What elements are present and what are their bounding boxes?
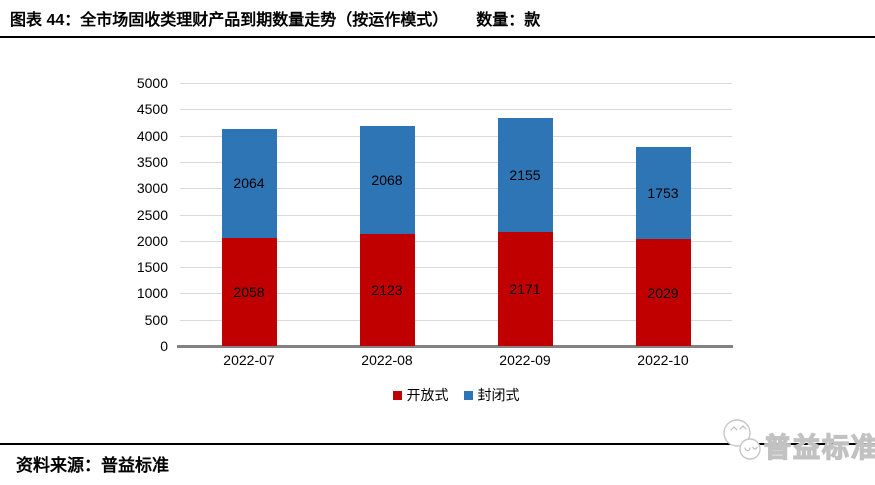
header-divider	[0, 36, 875, 38]
gridline	[180, 267, 732, 269]
legend-item-封闭式: 封闭式	[463, 385, 520, 405]
footer-divider	[0, 443, 875, 445]
x-axis-tick-label: 2022-07	[223, 352, 275, 368]
bar-segment-开放式: 2123	[359, 234, 415, 346]
x-axis-line	[177, 345, 733, 348]
gridline	[180, 240, 732, 242]
bar-segment-开放式: 2171	[497, 231, 553, 346]
legend-label: 封闭式	[477, 387, 520, 403]
gridline	[180, 83, 732, 84]
y-axis-tick-label: 5000	[136, 75, 168, 91]
y-axis-tick-label: 4500	[136, 101, 168, 118]
gridline	[180, 109, 732, 111]
gridline	[180, 319, 732, 321]
y-axis-tick-label: 1500	[136, 259, 168, 276]
x-axis-tick-label: 2022-08	[361, 352, 413, 368]
logo-wordmark: 普益标准	[764, 432, 875, 463]
bar-segment-开放式: 2058	[221, 237, 277, 346]
bar-value-label: 2064	[233, 175, 265, 192]
y-axis-tick-label: 3500	[136, 153, 168, 170]
legend-swatch-icon	[392, 390, 402, 400]
x-axis-tick-label: 2022-09	[499, 352, 551, 368]
bar-value-label: 2171	[509, 280, 541, 297]
bar-value-label: 2123	[371, 282, 403, 299]
bar-segment-封闭式: 2064	[221, 129, 277, 238]
bar-segment-封闭式: 1753	[635, 147, 691, 240]
bar-value-label: 2068	[371, 171, 403, 188]
legend-item-开放式: 开放式	[392, 385, 449, 405]
bar-segment-开放式: 2029	[635, 239, 691, 346]
gridline	[180, 161, 732, 163]
y-axis-tick-label: 500	[144, 311, 168, 328]
bar-value-label: 1753	[647, 185, 679, 202]
legend-label: 开放式	[406, 387, 449, 403]
unit-label: 数量：款	[476, 12, 541, 29]
y-axis-tick-label: 2000	[136, 232, 168, 249]
legend-swatch-icon	[463, 390, 473, 400]
x-axis-tick-label: 2022-10	[637, 352, 689, 368]
gridline	[180, 135, 732, 137]
puyi-standard-logo: 普益标准	[723, 419, 875, 464]
y-axis-tick-label: 0	[160, 338, 168, 354]
chart-legend: 开放式 封闭式	[180, 385, 732, 405]
gridline	[180, 293, 732, 295]
bar-segment-封闭式: 2068	[359, 125, 415, 235]
gridline	[180, 214, 732, 216]
page-title: 图表 44：全市场固收类理财产品到期数量走势（按运作模式）	[10, 12, 449, 29]
y-axis-tick-label: 3000	[136, 180, 168, 197]
chart-header: 图表 44：全市场固收类理财产品到期数量走势（按运作模式） 数量：款	[10, 6, 540, 30]
y-axis-tick-label: 1000	[136, 285, 168, 302]
y-axis-tick-label: 4000	[136, 127, 168, 144]
y-axis-tick-label: 2500	[136, 206, 168, 223]
bar-value-label: 2029	[647, 284, 679, 301]
source-note: 资料来源：普益标准	[16, 456, 169, 475]
bar-value-label: 2155	[509, 167, 541, 184]
gridline	[180, 188, 732, 190]
bar-segment-封闭式: 2155	[497, 118, 553, 232]
bar-value-label: 2058	[233, 283, 265, 300]
